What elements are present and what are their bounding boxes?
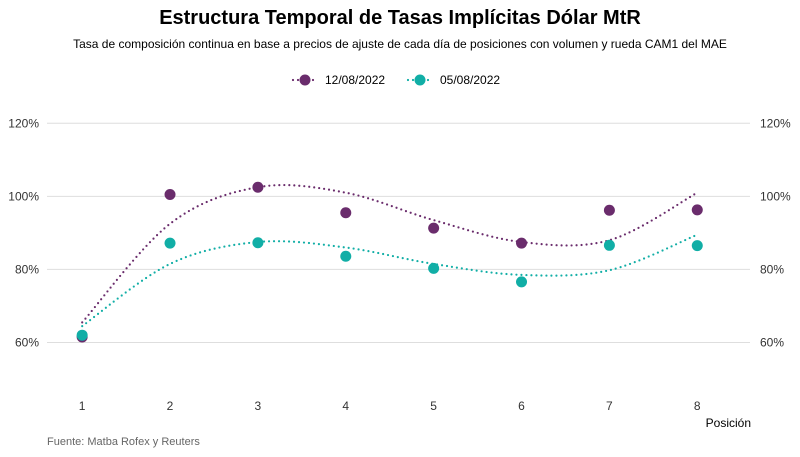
y-tick-left-100: 100% [8, 189, 39, 203]
y-tick-right-120: 120% [760, 116, 791, 130]
x-tick-6: 6 [518, 399, 525, 413]
point-series-2-x1 [76, 329, 88, 341]
x-tick-2: 2 [167, 399, 174, 413]
x-tick-1: 1 [79, 399, 86, 413]
data-points [76, 181, 703, 343]
trend-lines [81, 183, 699, 328]
point-series-2-x5 [428, 262, 440, 274]
x-tick-3: 3 [255, 399, 262, 413]
point-series-2-x4 [340, 250, 352, 262]
x-tick-8: 8 [694, 399, 701, 413]
x-axis: 1 2 3 4 5 6 7 8 [79, 399, 701, 413]
trend-line-series-2 [81, 233, 699, 328]
y-tick-right-60: 60% [760, 336, 784, 350]
point-series-1-x8 [691, 204, 703, 216]
point-series-2-x6 [516, 276, 528, 288]
y-tick-left-60: 60% [15, 336, 39, 350]
source-caption: Fuente: Matba Rofex y Reuters [47, 436, 200, 448]
grid-lines [47, 122, 750, 343]
point-series-1-x5 [428, 222, 440, 234]
point-series-1-x6 [516, 237, 528, 249]
y-tick-left-80: 80% [15, 262, 39, 276]
point-series-2-x7 [603, 239, 615, 251]
point-series-1-x7 [603, 204, 615, 216]
legend-label-2: 05/08/2022 [440, 73, 500, 87]
y-tick-right-100: 100% [760, 189, 791, 203]
legend-key-dot-2 [414, 74, 426, 86]
x-tick-5: 5 [430, 399, 437, 413]
y-axis-left: 60% 80% 100% 120% [8, 116, 39, 349]
y-tick-right-80: 80% [760, 262, 784, 276]
x-axis-title: Posición [706, 416, 751, 430]
point-series-2-x3 [252, 237, 264, 249]
legend-label-1: 12/08/2022 [325, 73, 385, 87]
legend: 12/08/2022 05/08/2022 [291, 73, 500, 87]
y-tick-left-120: 120% [8, 116, 39, 130]
chart-subtitle: Tasa de composición continua en base a p… [73, 37, 727, 51]
point-series-1-x2 [164, 189, 176, 201]
chart-title: Estructura Temporal de Tasas Implícitas … [159, 7, 641, 29]
trend-line-series-1 [81, 183, 699, 324]
y-axis-right: 60% 80% 100% 120% [760, 116, 791, 349]
point-series-2-x2 [164, 237, 176, 249]
x-tick-4: 4 [342, 399, 349, 413]
point-series-1-x4 [340, 207, 352, 219]
point-series-1-x3 [252, 181, 264, 193]
x-tick-7: 7 [606, 399, 613, 413]
legend-key-dot-1 [299, 74, 311, 86]
point-series-2-x8 [691, 240, 703, 252]
